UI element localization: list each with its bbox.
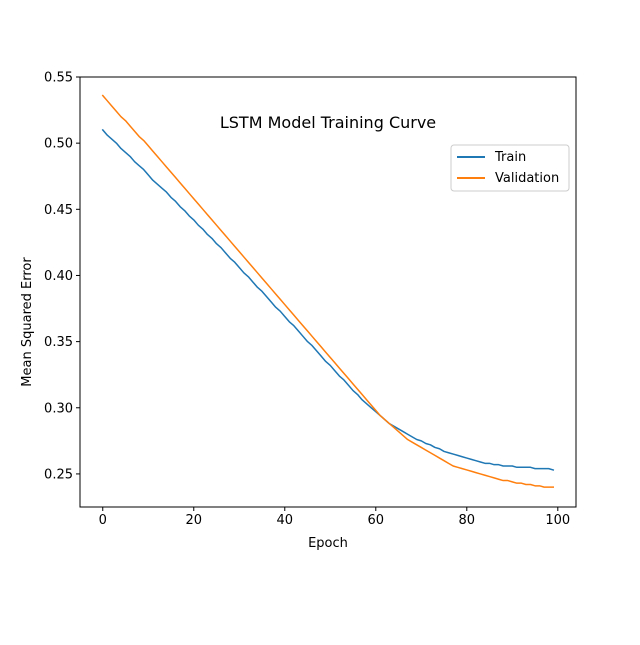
y-axis: 0.25 0.30 0.35 0.40 0.45 0.50 0.55 <box>44 71 80 482</box>
legend-label-validation: Validation <box>495 171 559 186</box>
x-tick-label: 40 <box>276 513 293 528</box>
x-tick-label: 80 <box>459 513 476 528</box>
y-tick-label: 0.25 <box>44 467 73 482</box>
y-axis-label: Mean Squared Error <box>20 257 35 387</box>
chart-title: LSTM Model Training Curve <box>220 113 436 132</box>
y-tick-label: 0.45 <box>44 203 73 218</box>
legend-label-train: Train <box>494 150 526 165</box>
x-tick-label: 100 <box>545 513 570 528</box>
series-line-train <box>101 128 555 471</box>
axes-frame <box>79 76 577 508</box>
x-axis-label: Epoch <box>308 536 348 551</box>
series-line-validation <box>101 94 554 488</box>
legend: Train Validation <box>450 144 570 192</box>
x-tick-label: 60 <box>368 513 385 528</box>
y-tick-label: 0.55 <box>44 71 73 86</box>
y-tick-label: 0.40 <box>44 269 73 284</box>
plot-lines <box>101 94 555 488</box>
x-tick-label: 0 <box>99 513 107 528</box>
x-axis: 0 20 40 60 80 100 <box>99 507 570 528</box>
y-tick-label: 0.30 <box>44 401 73 416</box>
y-tick-label: 0.35 <box>44 335 73 350</box>
y-tick-label: 0.50 <box>44 137 73 152</box>
x-tick-label: 20 <box>185 513 202 528</box>
